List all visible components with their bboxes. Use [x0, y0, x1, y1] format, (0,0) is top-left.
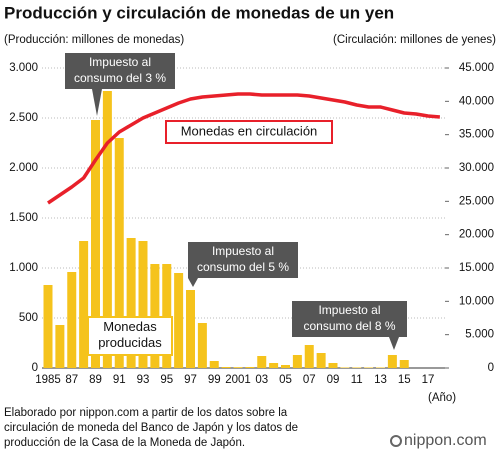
x-tick-label: 89 — [89, 374, 102, 386]
bar — [138, 241, 148, 368]
x-tick-label: 17 — [422, 374, 435, 386]
bar — [340, 367, 350, 368]
x-tick-label: 95 — [160, 374, 173, 386]
source-note: producción de la Casa de la Moneda de Ja… — [4, 437, 245, 449]
y2-tick-label: 15.000 — [459, 262, 494, 274]
bar — [102, 91, 112, 368]
annotation-text: consumo del 3 % — [74, 71, 166, 85]
x-tick-label: 11 — [351, 374, 363, 386]
bar — [364, 367, 374, 368]
bar — [174, 273, 184, 368]
x-axis-label: (Año) — [428, 392, 456, 404]
source-note: circulación de moneda del Banco de Japón… — [4, 422, 298, 434]
y2-tick-label: 30.000 — [459, 162, 494, 174]
y2-tick-label: 45.000 — [459, 62, 494, 74]
x-tick-label: 07 — [303, 374, 316, 386]
bar — [281, 365, 290, 368]
legend-label: Monedas en circulación — [181, 123, 318, 138]
x-tick-label: 93 — [137, 374, 150, 386]
bar — [221, 367, 231, 368]
y2-tick-label: 20.000 — [459, 229, 494, 241]
bar — [43, 285, 53, 368]
y2-tick-label: 40.000 — [459, 95, 494, 107]
x-tick-label: 09 — [327, 374, 340, 386]
y2-tick-label: 25.000 — [459, 195, 494, 207]
x-tick-label: 13 — [374, 374, 387, 386]
y-tick-label: 0 — [32, 362, 38, 374]
bar — [316, 353, 326, 368]
y2-tick-label: 0 — [488, 362, 494, 374]
bar — [114, 138, 124, 368]
x-tick-label: 05 — [279, 374, 292, 386]
annotation-text: Impuesto al — [212, 244, 274, 258]
y-tick-label: 500 — [19, 312, 38, 324]
bar — [387, 355, 397, 368]
annotation-box — [65, 53, 175, 89]
annotation-pointer — [389, 337, 399, 350]
bar — [209, 361, 219, 368]
x-tick-label: 87 — [65, 374, 78, 386]
legend-box — [165, 120, 333, 144]
y-tick-label: 1.000 — [9, 262, 38, 274]
line — [47, 92, 441, 205]
annotation-pointer — [188, 278, 198, 287]
bar — [67, 272, 77, 368]
x-tick-label: 2001 — [225, 374, 251, 386]
bar — [269, 363, 279, 368]
y-tick-label: 2.500 — [9, 112, 38, 124]
bar — [376, 367, 385, 368]
legend-label: Monedas producidas — [98, 319, 162, 350]
bar — [55, 325, 65, 368]
bar — [328, 363, 338, 368]
annotation-text: Impuesto al — [89, 55, 151, 69]
legend-box — [87, 316, 173, 356]
y2-tick-label: 10.000 — [459, 295, 494, 307]
y2-tick-label: 5.000 — [465, 329, 494, 341]
logo: nippon.com — [404, 432, 487, 449]
bar — [257, 356, 267, 368]
logo-mark — [390, 435, 402, 447]
x-tick-label: 15 — [398, 374, 411, 386]
bar — [292, 355, 302, 368]
annotation-box — [292, 301, 407, 337]
bar — [126, 238, 136, 368]
annotation-text: consumo del 5 % — [197, 260, 289, 274]
bar — [197, 323, 207, 368]
annotation-text: Impuesto al — [318, 303, 380, 317]
bar — [245, 367, 255, 368]
x-tick-label: 99 — [208, 374, 221, 386]
x-tick-label: 97 — [184, 374, 197, 386]
x-tick-label: 1985 — [35, 374, 61, 386]
annotation-box — [188, 242, 298, 278]
y-tick-label: 3.000 — [9, 62, 38, 74]
chart-title: Producción y circulación de monedas de u… — [4, 3, 394, 22]
annotation-pointer — [92, 89, 102, 116]
bar — [304, 345, 314, 368]
bar — [186, 290, 195, 368]
y-axis-label: (Producción: millones de monedas) — [4, 34, 184, 46]
y-tick-label: 2.000 — [9, 162, 38, 174]
bar — [399, 360, 409, 368]
annotation-text: consumo del 8 % — [303, 319, 395, 333]
bar — [233, 367, 243, 368]
bar — [79, 241, 89, 368]
y2-axis-label: (Circulación: millones de yenes) — [333, 34, 496, 46]
x-tick-label: 03 — [255, 374, 268, 386]
y-tick-label: 1.500 — [9, 212, 38, 224]
x-tick-label: 91 — [113, 374, 126, 386]
source-note: Elaborado por nippon.com a partir de los… — [4, 407, 288, 419]
y2-tick-label: 35.000 — [459, 129, 494, 141]
bar — [352, 367, 362, 368]
bar — [91, 120, 100, 368]
